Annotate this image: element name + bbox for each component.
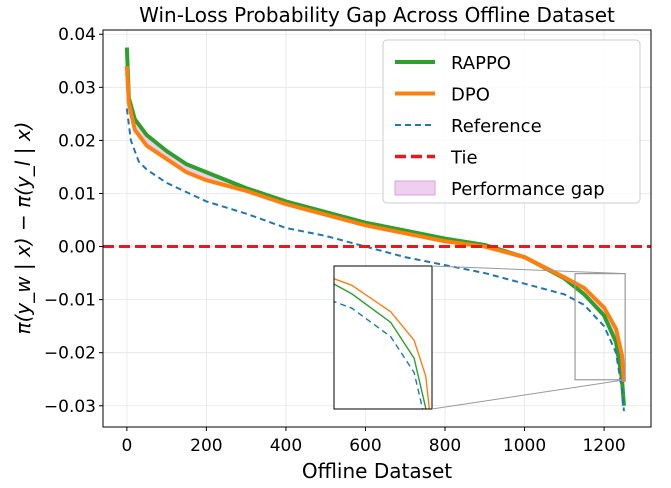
y-tick-label: 0.02 [58,131,96,151]
legend-label: DPO [451,85,490,106]
y-tick-label: 0.03 [58,78,96,98]
y-axis-label: π(y_w | x) − π(y_l | x) [11,122,35,335]
x-tick-label: 200 [190,436,222,456]
inset-reference-line [334,300,424,409]
y-tick-label: −0.03 [44,397,96,417]
plot-frame [102,29,652,428]
dpo-line [124,65,626,383]
x-tick-label: 800 [429,436,461,456]
x-tick-label: 1000 [503,436,546,456]
y-tick-label: −0.02 [44,344,96,364]
x-tick-label: 0 [121,436,132,456]
inset-dpo-line [334,277,431,409]
zoom-connector [431,265,626,275]
legend-label: Reference [451,116,542,137]
legend-label: RAPPO [451,53,511,74]
y-tick-label: 0.01 [58,184,96,204]
legend-label: Tie [450,148,478,169]
x-tick-label: 1200 [582,436,625,456]
legend-swatch-fill [394,180,436,196]
legend-box [382,39,641,204]
chart-title: Win-Loss Probability Gap Across Offline … [139,3,615,27]
legend: RAPPO DPO Reference Tie Performance gap [382,39,641,204]
rappo-line [124,47,626,406]
x-tick-label: 600 [349,436,381,456]
y-tick-label: 0.00 [58,238,96,258]
y-tick-label: −0.01 [44,291,96,311]
reference-line [125,108,625,412]
inset-plot [334,277,431,409]
zoom-connector [431,379,626,410]
inset-frame [333,265,433,410]
inset-rappo-line [334,283,427,409]
inset-background [334,266,432,409]
x-tick-label: 400 [270,436,302,456]
y-tick-label: 0.04 [58,25,96,45]
legend-label: Performance gap [451,179,605,200]
zoom-region-box [574,273,626,381]
x-axis-label: Offline Dataset [302,459,452,483]
